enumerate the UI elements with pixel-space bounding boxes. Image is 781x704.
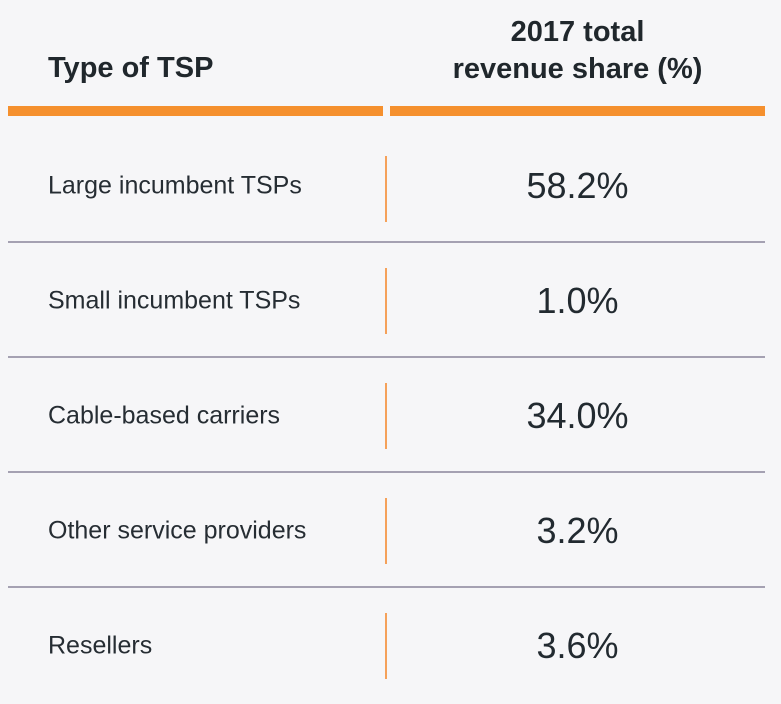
- header-rule-right: [390, 106, 765, 116]
- column-header-type: Type of TSP: [48, 52, 214, 84]
- column-divider: [385, 498, 387, 564]
- row-label: Cable-based carriers: [48, 401, 281, 429]
- row-value: 1.0%: [536, 279, 619, 321]
- row-value: 3.6%: [536, 625, 619, 666]
- table-row: Cable-based carriers 34.0%: [8, 358, 765, 473]
- table-header: Type of TSP 2017 total revenue share (%): [8, 0, 765, 104]
- column-divider: [385, 156, 387, 222]
- table-row: Large incumbent TSPs 58.2%: [8, 128, 765, 243]
- row-separator: [8, 586, 765, 588]
- table-row: Small incumbent TSPs 1.0%: [8, 243, 765, 358]
- row-value: 3.2%: [536, 509, 619, 551]
- row-value: 34.0%: [526, 394, 629, 436]
- column-header-revenue-line1: 2017 total: [510, 16, 645, 48]
- row-label: Small incumbent TSPs: [48, 286, 301, 314]
- header-rule-left: [8, 106, 383, 116]
- revenue-share-table: Type of TSP 2017 total revenue share (%)…: [8, 0, 765, 704]
- column-header-revenue-line2: revenue share (%): [452, 53, 703, 85]
- column-header-revenue-share: 2017 total revenue share (%): [390, 14, 765, 88]
- column-divider: [385, 268, 387, 334]
- column-divider: [385, 613, 387, 679]
- column-divider: [385, 383, 387, 449]
- row-separator: [8, 356, 765, 358]
- row-separator: [8, 241, 765, 243]
- row-label: Other service providers: [48, 516, 307, 544]
- row-label: Large incumbent TSPs: [48, 171, 302, 199]
- table-row: Resellers 3.6%: [8, 588, 765, 704]
- row-separator: [8, 471, 765, 473]
- row-value: 58.2%: [526, 164, 629, 206]
- table-row: Other service providers 3.2%: [8, 473, 765, 588]
- row-label: Resellers: [48, 631, 153, 660]
